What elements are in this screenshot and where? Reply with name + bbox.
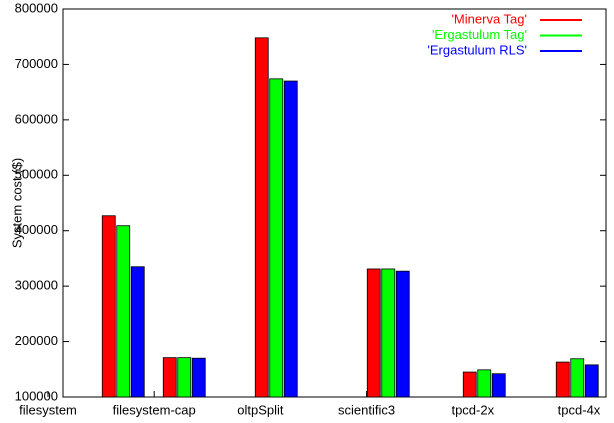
bar (283, 80, 298, 398)
bar (584, 364, 599, 398)
x-tick-label: oltpSplit (237, 402, 284, 417)
legend-label: 'Ergastulum RLS' (427, 42, 527, 57)
bar (116, 225, 131, 398)
x-tick-label: filesystem-cap (113, 402, 196, 417)
x-tick-label: tpcd-4x (558, 402, 601, 417)
y-tick-label: 200000 (15, 333, 58, 348)
x-tick-label: scientific3 (338, 402, 395, 417)
y-tick-label: 100000 (15, 388, 58, 403)
bar (366, 268, 381, 398)
legend-label: 'Minerva Tag' (451, 11, 527, 26)
bar (162, 357, 177, 398)
bar (130, 266, 145, 398)
x-tick-label: filesystem (19, 402, 77, 417)
bar (381, 268, 396, 398)
y-tick-label: 600000 (15, 111, 58, 126)
bar (570, 358, 585, 398)
y-tick-label: 400000 (15, 222, 58, 237)
bar (395, 270, 410, 398)
bar (269, 78, 284, 398)
plot-frame (62, 8, 607, 398)
x-tick-label: tpcd-2x (451, 402, 494, 417)
bar (177, 357, 192, 398)
bar (462, 371, 477, 398)
y-tick-label: 700000 (15, 56, 58, 71)
y-tick-label: 300000 (15, 278, 58, 293)
bar (101, 215, 116, 398)
bar (491, 373, 506, 398)
bar (254, 37, 269, 398)
bar (555, 361, 570, 398)
bar (191, 357, 206, 398)
legend-label: 'Ergastulum Tag' (432, 27, 527, 42)
bar (477, 369, 492, 398)
y-tick-label: 500000 (15, 167, 58, 182)
y-tick-label: 800000 (15, 0, 58, 15)
y-axis-label: System cost ($) (9, 158, 24, 248)
